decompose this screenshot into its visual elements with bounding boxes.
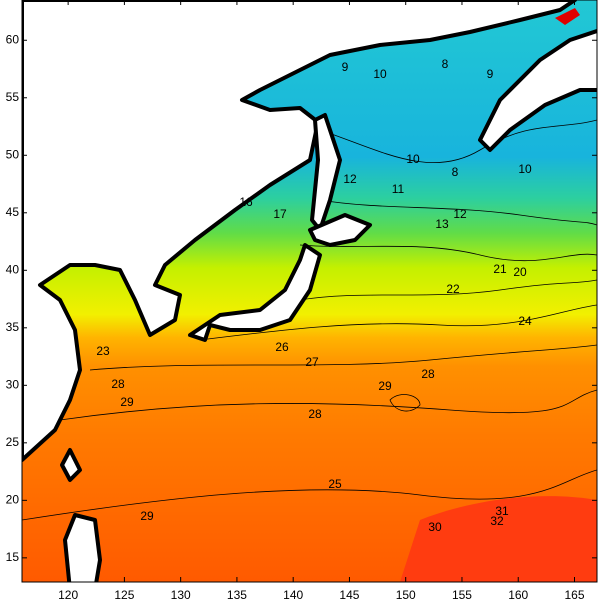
warm-pool [400,496,597,582]
contour-label: 28 [308,407,322,421]
contour-label: 12 [343,172,357,186]
contour-label: 22 [446,282,460,296]
y-tick-label: 45 [6,205,20,219]
kamchatka [478,28,597,152]
contour-label: 16 [239,195,253,209]
x-tick-label: 135 [227,588,247,602]
contour-label: 8 [452,165,459,179]
x-tick-label: 165 [564,588,584,602]
contour-label: 27 [305,355,319,369]
contour-label: 25 [328,477,342,491]
honshu [188,243,322,342]
y-tick-label: 35 [6,320,20,334]
contour-label: 10 [518,162,532,176]
contour-label: 29 [120,395,134,409]
contour-label: 8 [442,57,449,71]
map-area [22,0,597,582]
contour-label: 17 [273,207,287,221]
x-tick-label: 130 [171,588,191,602]
contour-label: 31 [495,504,509,518]
contour-label: 28 [421,367,435,381]
contour-label: 9 [487,67,494,81]
y-tick-label: 50 [6,147,20,161]
y-tick-label: 60 [6,32,20,46]
contour-label: 24 [518,314,532,328]
y-tick-label: 40 [6,262,20,276]
y-tick-label: 30 [6,377,20,391]
y-tick-label: 25 [6,435,20,449]
y-tick-label: 15 [6,550,20,564]
x-tick-label: 160 [508,588,528,602]
contour-label: 28 [111,377,125,391]
x-tick-label: 140 [283,588,303,602]
contour-label: 12 [453,207,467,221]
hot-spot [555,8,580,25]
contour-label: 29 [378,379,392,393]
y-tick-label: 55 [6,90,20,104]
x-tick-label: 155 [452,588,472,602]
taiwan [60,448,82,482]
x-tick-label: 150 [396,588,416,602]
contour-label: 20 [513,265,527,279]
luzon [63,513,102,582]
contour-label: 29 [140,509,154,523]
x-tick-label: 145 [339,588,359,602]
x-tick-label: 120 [58,588,78,602]
contour-label: 23 [96,344,110,358]
contour-label: 9 [342,60,349,74]
contour-label: 30 [428,520,442,534]
y-tick-label: 20 [6,493,20,507]
x-tick-label: 125 [114,588,134,602]
sakhalin [310,113,342,232]
contour-label: 10 [373,67,387,81]
isotherms [22,119,597,521]
contour-label: 32 [490,514,504,528]
frame [21,0,598,583]
contour-label: 13 [435,217,449,231]
mainland [22,0,577,462]
contour-label: 21 [493,262,507,276]
contour-label: 26 [275,340,289,354]
contour-label: 11 [392,182,405,196]
contour-label: 10 [406,152,420,166]
hokkaido [308,213,372,247]
